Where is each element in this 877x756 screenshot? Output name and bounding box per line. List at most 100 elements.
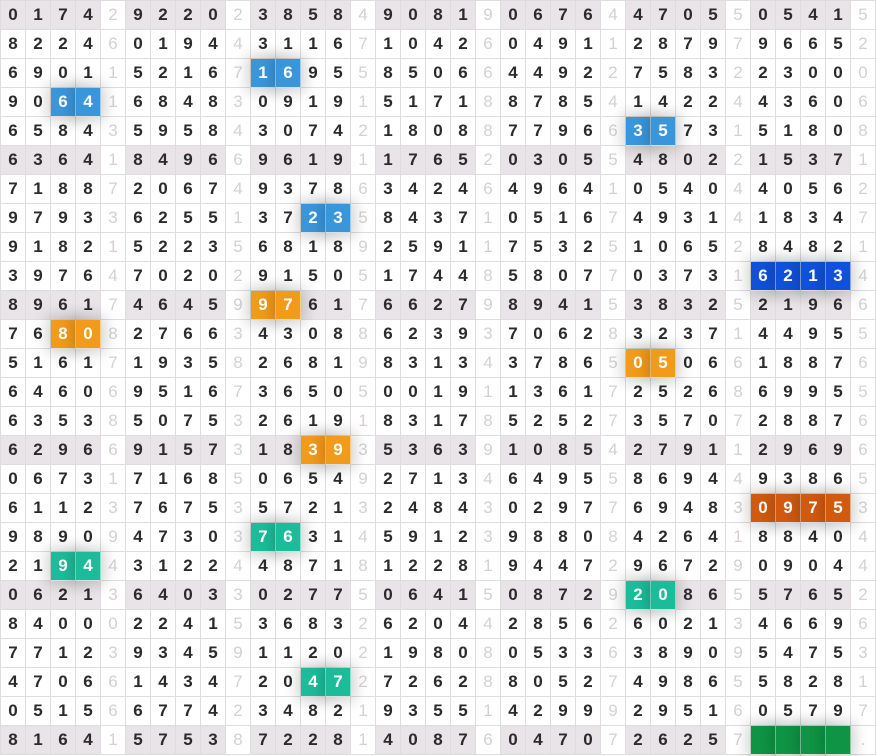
grid-cell[interactable]: 0 [701, 407, 726, 436]
separator-cell[interactable]: 8 [476, 262, 501, 291]
separator-cell[interactable]: 2 [851, 175, 876, 204]
separator-cell[interactable]: 7 [601, 378, 626, 407]
grid-cell[interactable]: 6 [426, 436, 451, 465]
grid-cell[interactable]: 7 [176, 407, 201, 436]
grid-cell[interactable]: 8 [51, 117, 76, 146]
separator-cell[interactable]: 9 [226, 291, 251, 320]
grid-cell[interactable]: 4 [676, 175, 701, 204]
separator-cell[interactable]: 6 [851, 88, 876, 117]
grid-cell[interactable]: 0 [501, 639, 526, 668]
grid-cell[interactable]: 0 [551, 146, 576, 175]
grid-cell[interactable]: 1 [626, 88, 651, 117]
separator-cell[interactable]: 3 [226, 436, 251, 465]
grid-cell[interactable]: 5 [301, 1, 326, 30]
grid-cell[interactable]: 2 [526, 494, 551, 523]
grid-cell[interactable]: 1 [26, 175, 51, 204]
separator-cell[interactable]: 7 [601, 407, 626, 436]
grid-cell[interactable]: 6 [26, 320, 51, 349]
grid-cell[interactable]: 5 [201, 639, 226, 668]
separator-cell[interactable]: 5 [726, 291, 751, 320]
grid-cell[interactable]: 5 [551, 610, 576, 639]
grid-cell[interactable]: 5 [326, 59, 351, 88]
grid-cell[interactable]: 6 [1, 117, 26, 146]
grid-cell[interactable]: 9 [51, 204, 76, 233]
separator-cell[interactable]: 1 [101, 726, 126, 755]
grid-cell[interactable]: 2 [626, 697, 651, 726]
grid-cell[interactable]: 9 [576, 697, 601, 726]
highlighted-cell[interactable]: 2 [301, 204, 326, 233]
grid-cell[interactable]: 9 [526, 175, 551, 204]
grid-cell[interactable]: 5 [301, 465, 326, 494]
grid-cell[interactable]: 6 [1, 146, 26, 175]
grid-cell[interactable]: 2 [276, 726, 301, 755]
grid-cell[interactable]: 6 [76, 668, 101, 697]
separator-cell[interactable]: 5 [601, 291, 626, 320]
grid-cell[interactable]: 8 [501, 668, 526, 697]
grid-cell[interactable]: 3 [251, 697, 276, 726]
separator-cell[interactable]: 4 [101, 262, 126, 291]
grid-cell[interactable]: 1 [251, 639, 276, 668]
separator-cell[interactable]: 5 [851, 378, 876, 407]
grid-cell[interactable]: 4 [76, 30, 101, 59]
grid-cell[interactable]: 8 [776, 204, 801, 233]
separator-cell[interactable]: 7 [101, 349, 126, 378]
grid-cell[interactable]: 9 [801, 291, 826, 320]
grid-cell[interactable]: 9 [501, 523, 526, 552]
grid-cell[interactable]: 5 [26, 697, 51, 726]
grid-cell[interactable]: 5 [176, 726, 201, 755]
grid-cell[interactable]: 6 [376, 291, 401, 320]
grid-cell[interactable]: 3 [626, 407, 651, 436]
grid-cell[interactable]: 6 [651, 726, 676, 755]
separator-cell[interactable]: 2 [351, 610, 376, 639]
grid-cell[interactable]: 7 [276, 204, 301, 233]
grid-cell[interactable]: 9 [26, 291, 51, 320]
grid-cell[interactable]: 1 [276, 262, 301, 291]
separator-cell[interactable]: 6 [476, 726, 501, 755]
grid-cell[interactable]: 9 [826, 697, 851, 726]
grid-cell[interactable]: 9 [651, 668, 676, 697]
grid-cell[interactable]: 6 [151, 291, 176, 320]
grid-cell[interactable]: 5 [201, 291, 226, 320]
grid-cell[interactable]: 3 [26, 146, 51, 175]
grid-cell[interactable]: 2 [676, 378, 701, 407]
grid-cell[interactable]: 6 [551, 378, 576, 407]
grid-cell[interactable]: 8 [801, 233, 826, 262]
grid-cell[interactable]: 5 [251, 494, 276, 523]
grid-cell[interactable]: 8 [676, 59, 701, 88]
grid-cell[interactable]: 6 [126, 581, 151, 610]
grid-cell[interactable]: 0 [276, 668, 301, 697]
grid-cell[interactable]: 7 [401, 262, 426, 291]
grid-cell[interactable]: 6 [276, 465, 301, 494]
grid-cell[interactable]: 6 [801, 436, 826, 465]
grid-cell[interactable]: 8 [326, 320, 351, 349]
grid-cell[interactable]: 6 [276, 407, 301, 436]
grid-cell[interactable]: 7 [301, 552, 326, 581]
separator-cell[interactable]: 3 [226, 407, 251, 436]
separator-cell[interactable]: 1 [851, 668, 876, 697]
grid-cell[interactable]: 8 [1, 291, 26, 320]
grid-cell[interactable]: 3 [176, 668, 201, 697]
grid-cell[interactable]: 5 [826, 581, 851, 610]
grid-cell[interactable]: 7 [151, 726, 176, 755]
grid-cell[interactable]: 9 [276, 88, 301, 117]
grid-cell[interactable]: 9 [376, 697, 401, 726]
grid-cell[interactable]: 9 [126, 436, 151, 465]
separator-cell[interactable]: 8 [226, 349, 251, 378]
highlighted-cell[interactable]: 4 [301, 668, 326, 697]
grid-cell[interactable]: 8 [401, 117, 426, 146]
highlighted-cell[interactable]: 5 [651, 349, 676, 378]
grid-cell[interactable]: 7 [526, 117, 551, 146]
highlighted-cell[interactable]: 9 [251, 291, 276, 320]
grid-cell[interactable]: 0 [251, 465, 276, 494]
grid-cell[interactable]: 4 [26, 610, 51, 639]
grid-cell[interactable]: 0 [276, 117, 301, 146]
grid-cell[interactable]: 1 [751, 349, 776, 378]
grid-cell[interactable]: 7 [1, 175, 26, 204]
grid-cell[interactable]: 3 [326, 610, 351, 639]
grid-cell[interactable]: 1 [701, 697, 726, 726]
grid-cell[interactable]: 2 [301, 494, 326, 523]
separator-cell[interactable]: 4 [226, 117, 251, 146]
separator-cell[interactable]: 6 [601, 117, 626, 146]
grid-cell[interactable]: 4 [326, 465, 351, 494]
grid-cell[interactable]: 8 [776, 523, 801, 552]
